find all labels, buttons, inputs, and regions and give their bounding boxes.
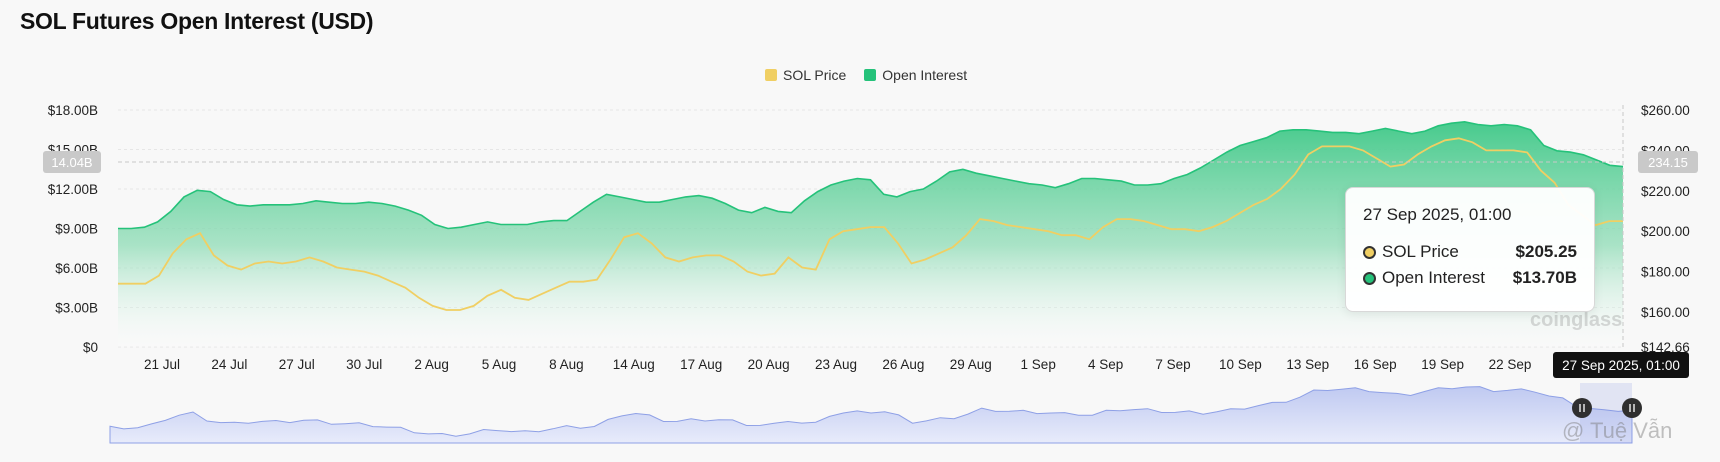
y-right-tick-label: $200.00: [1641, 224, 1690, 239]
y-right-tick-label: $142.66: [1641, 340, 1690, 355]
legend-swatch-sol-price: [765, 69, 777, 81]
x-tick-label: 19 Sep: [1421, 357, 1464, 372]
x-tick-label: 10 Sep: [1219, 357, 1262, 372]
y-right-tick-label: $160.00: [1641, 305, 1690, 320]
x-tick-label: 20 Aug: [748, 357, 790, 372]
x-tick-label: 22 Sep: [1489, 357, 1532, 372]
data-tooltip: 27 Sep 2025, 01:00 SOL Price $205.25 Ope…: [1345, 187, 1595, 312]
open-interest-area-layer: [118, 120, 1624, 347]
y-left-tick-label: $18.00B: [48, 103, 98, 118]
open-interest-area: [118, 121, 1623, 347]
y-left-tick-label: $0: [83, 340, 98, 355]
navigator-series-area: [109, 386, 1633, 444]
legend-swatch-open-interest: [864, 69, 877, 81]
x-tick-label: 27 Jul: [279, 357, 315, 372]
legend-label-open-interest: Open Interest: [882, 67, 968, 83]
chart-title: SOL Futures Open Interest (USD): [20, 8, 374, 34]
crosshair-left-label: 14.04B: [51, 155, 92, 170]
x-tick-label: 13 Sep: [1286, 357, 1329, 372]
tooltip-oi-label: Open Interest: [1382, 268, 1486, 287]
crosshair-right-label: 234.15: [1648, 155, 1688, 170]
tooltip-oi-dot: [1363, 271, 1376, 285]
y-left-tick-label: $6.00B: [55, 261, 98, 276]
coinglass-watermark: coinglass: [1530, 309, 1622, 331]
x-tick-label: 23 Aug: [815, 357, 857, 372]
x-tick-label: 8 Aug: [549, 357, 584, 372]
sol-price-line-layer: [118, 137, 1623, 311]
open-interest-line: [118, 120, 1624, 230]
crosshair-left-badge: [43, 151, 101, 173]
y-left-tick-label: $9.00B: [55, 222, 98, 237]
crosshair-right-badge: [1638, 151, 1698, 173]
legend-item-sol-price[interactable]: SOL Price: [765, 67, 846, 83]
navigator[interactable]: [109, 383, 1642, 444]
x-tick-label: 30 Jul: [346, 357, 382, 372]
tooltip-row-price: SOL Price $205.25: [1363, 239, 1577, 265]
navigator-handle-left[interactable]: [1572, 398, 1592, 418]
y-left-tick-label: $12.00B: [48, 182, 98, 197]
legend-item-open-interest[interactable]: Open Interest: [864, 67, 967, 83]
chart-legend: SOL Price Open Interest: [765, 67, 967, 83]
x-tick-label: 21 Jul: [144, 357, 180, 372]
x-tick-label: 7 Sep: [1155, 357, 1190, 372]
tooltip-oi-value: $13.70B: [1512, 268, 1577, 287]
y-right-tick-label: $180.00: [1641, 265, 1690, 280]
credit-watermark: @ Tuệ Vẫn: [1562, 418, 1673, 443]
crosshair-x-label: 27 Sep 2025, 01:00: [1562, 358, 1680, 373]
x-tick-label: 2 Aug: [414, 357, 449, 372]
tooltip-price-label: SOL Price: [1382, 242, 1459, 261]
y-right-tick-label: $260.00: [1641, 103, 1690, 118]
y-right-tick-label: $220.00: [1641, 184, 1690, 199]
tooltip-date: 27 Sep 2025, 01:00: [1363, 205, 1512, 224]
tooltip-row-oi: Open Interest $13.70B: [1363, 265, 1577, 291]
x-tick-label: 4 Sep: [1088, 357, 1123, 372]
x-tick-label: 1 Sep: [1021, 357, 1056, 372]
x-tick-label: 29 Aug: [950, 357, 992, 372]
tooltip-price-value: $205.25: [1515, 242, 1577, 261]
sol-price-line: [118, 137, 1623, 311]
legend-label-sol-price: SOL Price: [783, 67, 847, 83]
tooltip-price-dot: [1363, 245, 1376, 259]
y-left-tick-label: $3.00B: [55, 301, 98, 316]
x-tick-label: 24 Jul: [211, 357, 247, 372]
crosshair-layer: 14.04B 234.15 27 Sep 2025, 01:00: [43, 105, 1698, 378]
x-tick-label: 26 Aug: [882, 357, 924, 372]
x-tick-label: 16 Sep: [1354, 357, 1397, 372]
x-tick-label: 14 Aug: [613, 357, 655, 372]
x-tick-label: 5 Aug: [482, 357, 517, 372]
x-tick-label: 17 Aug: [680, 357, 722, 372]
navigator-handle-right[interactable]: [1622, 398, 1642, 418]
crosshair-x-badge: [1553, 352, 1689, 378]
